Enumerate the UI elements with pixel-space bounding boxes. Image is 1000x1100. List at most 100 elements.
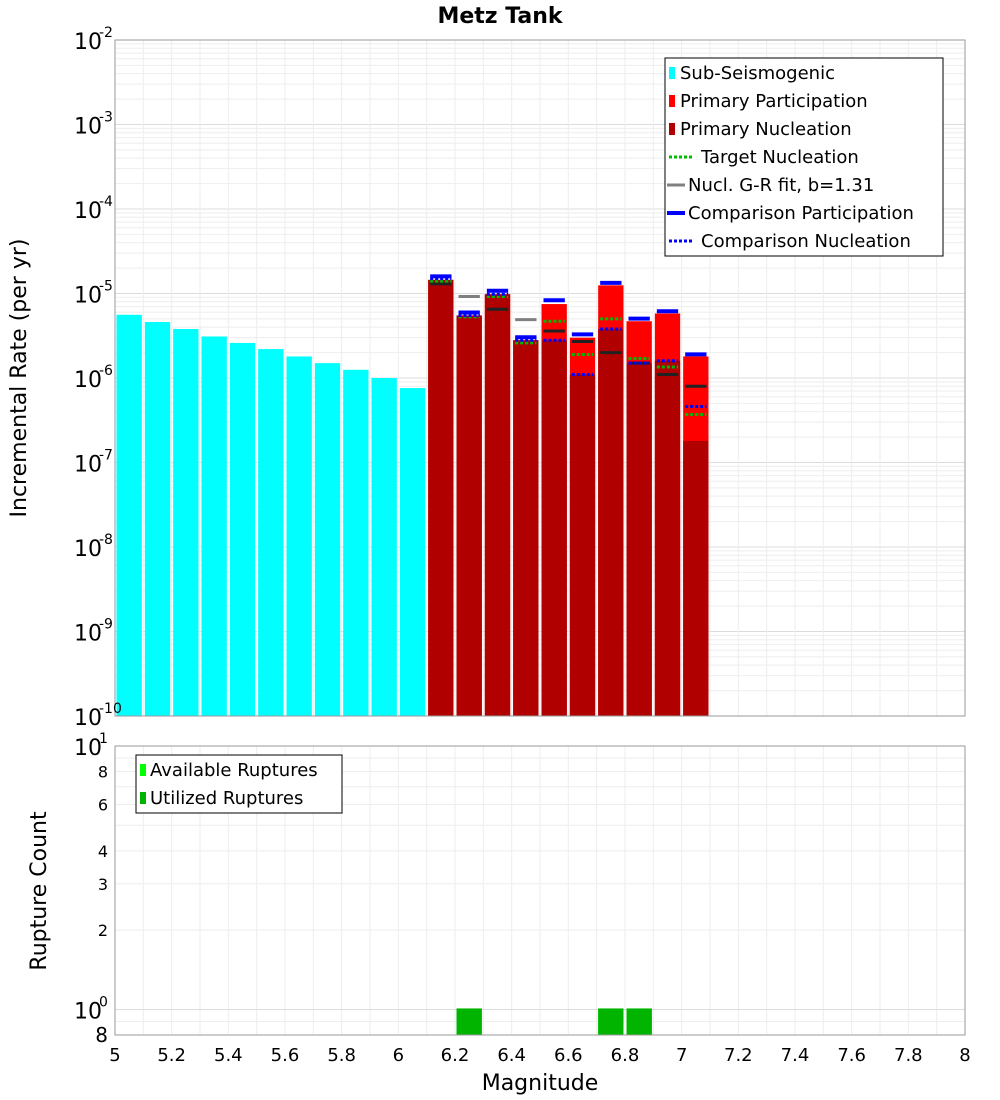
x-tick-label: 7 [676, 1045, 687, 1066]
primary-nucleation-bar [456, 315, 482, 716]
bottom-y-tick-base: 10 [74, 999, 102, 1024]
sub-seismogenic-bar [173, 329, 199, 716]
top-y-tick-exponent: -9 [99, 617, 113, 633]
bottom-y-major-tick: 101 [74, 731, 108, 761]
x-axis-label: Magnitude [482, 1071, 599, 1096]
bottom-y-minor-tick: 4 [98, 842, 108, 861]
top-y-tick-base: 10 [74, 284, 102, 309]
top-y-tick: 10-7 [74, 448, 113, 478]
top-legend-item: Sub-Seismogenic [669, 63, 835, 84]
top-y-tick-exponent: -2 [99, 25, 113, 41]
bottom-y-axis-ticks: 100 101 8 2 3 4 6 8 [74, 731, 108, 1047]
sub-seismogenic-bar [371, 378, 397, 716]
top-y-tick-exponent: -3 [99, 110, 113, 126]
top-y-tick: 10-3 [74, 110, 113, 140]
top-legend-item: Comparison Nucleation [669, 231, 911, 252]
top-legend-box [664, 57, 944, 257]
primary-nucleation-bar [428, 279, 454, 716]
top-y-tick-exponent: -8 [99, 532, 113, 548]
x-tick-label: 6.6 [554, 1045, 583, 1066]
sub-seismogenic-bar [116, 314, 142, 716]
top-y-tick-exponent: -4 [99, 194, 113, 210]
bottom-y-minor-tick: 6 [98, 795, 108, 814]
sub-seismogenic-bar [229, 342, 256, 716]
legend-swatch [669, 67, 675, 79]
bottom-y-minor-tick: 8 [98, 763, 108, 782]
top-y-tick: 10-6 [74, 363, 113, 393]
sub-seismogenic-bar [144, 321, 171, 716]
primary-nucleation-bar [598, 329, 624, 716]
legend-label: Comparison Nucleation [701, 231, 911, 252]
top-legend-item: Primary Participation [669, 91, 868, 112]
top-y-tick: 10-9 [74, 617, 113, 647]
top-y-tick: 10-8 [74, 532, 113, 562]
top-plot-bars [116, 279, 709, 716]
utilized-ruptures-bar [598, 1008, 624, 1035]
x-tick-label: 5.8 [327, 1045, 356, 1066]
top-y-tick: 10-2 [74, 25, 113, 55]
top-y-tick-base: 10 [74, 537, 102, 562]
x-tick-label: 6.4 [497, 1045, 526, 1066]
x-tick-label: 7.2 [724, 1045, 753, 1066]
top-legend-item: Target Nucleation [669, 147, 859, 168]
top-y-tick-base: 10 [74, 199, 102, 224]
top-y-axis-label: Incremental Rate (per yr) [7, 239, 32, 518]
bottom-plot-bars [456, 1008, 652, 1035]
bottom-y-minor-tick: 3 [98, 875, 108, 894]
legend-label: Utilized Ruptures [150, 788, 303, 809]
sub-seismogenic-bar [258, 349, 284, 716]
top-y-tick-base: 10 [74, 115, 102, 140]
sub-seismogenic-bar [201, 336, 227, 716]
top-y-tick: 10-4 [74, 194, 113, 224]
utilized-ruptures-bar [626, 1008, 652, 1035]
top-y-tick-base: 10 [74, 706, 102, 731]
top-y-tick-exponent: -10 [99, 701, 122, 717]
legend-swatch [669, 95, 675, 107]
chart-title: Metz Tank [437, 4, 563, 29]
primary-nucleation-bar [513, 340, 539, 716]
legend-label: Available Ruptures [150, 760, 318, 781]
x-tick-label: 8 [959, 1045, 970, 1066]
top-legend-item: Comparison Participation [667, 203, 914, 224]
legend-label: Sub-Seismogenic [680, 63, 835, 84]
top-y-tick-base: 10 [74, 368, 102, 393]
x-tick-label: 7.4 [781, 1045, 810, 1066]
top-y-tick-base: 10 [74, 453, 102, 478]
top-y-tick: 10-5 [74, 279, 113, 309]
sub-seismogenic-bar [343, 369, 369, 716]
x-tick-label: 6 [393, 1045, 404, 1066]
legend-swatch [140, 764, 146, 776]
primary-nucleation-bar [569, 374, 596, 716]
x-tick-label: 6.8 [611, 1045, 640, 1066]
bottom-y-minor-tick: 8 [95, 1023, 108, 1047]
bottom-legend: Available Ruptures Utilized Ruptures [135, 754, 343, 814]
sub-seismogenic-bar [286, 356, 312, 716]
primary-nucleation-bar [654, 360, 681, 716]
x-tick-label: 5.2 [157, 1045, 186, 1066]
primary-nucleation-bar [683, 440, 709, 716]
x-tick-label: 5 [109, 1045, 120, 1066]
legend-swatch [669, 123, 675, 135]
x-tick-label: 6.2 [441, 1045, 470, 1066]
bottom-y-tick-exponent: 0 [99, 994, 108, 1010]
x-axis-ticks: 5 5.2 5.4 5.6 5.8 6 6.2 6.4 6.6 6.8 7 7.2 7.4 7.6 7.8 8 [109, 1045, 970, 1066]
utilized-ruptures-bar [456, 1008, 482, 1035]
x-tick-label: 7.6 [837, 1045, 866, 1066]
bottom-plot-frame [114, 745, 966, 1036]
top-y-tick-base: 10 [74, 622, 102, 647]
x-tick-label: 5.4 [214, 1045, 243, 1066]
sub-seismogenic-bar [399, 388, 426, 716]
bottom-y-axis-label: Rupture Count [27, 811, 52, 971]
bottom-y-minor-tick: 2 [98, 921, 108, 940]
bottom-legend-item: Utilized Ruptures [140, 788, 303, 809]
top-y-tick-exponent: -5 [99, 279, 113, 295]
bottom-legend-item: Available Ruptures [140, 760, 318, 781]
top-plot-lines [430, 274, 707, 416]
top-plot-frame [114, 39, 966, 717]
top-legend-item: Nucl. G-R fit, b=1.31 [667, 175, 874, 196]
legend-label: Primary Participation [680, 91, 868, 112]
bottom-y-tick-exponent: 1 [99, 731, 108, 747]
legend-label: Nucl. G-R fit, b=1.31 [688, 175, 874, 196]
primary-nucleation-bar [541, 340, 567, 716]
